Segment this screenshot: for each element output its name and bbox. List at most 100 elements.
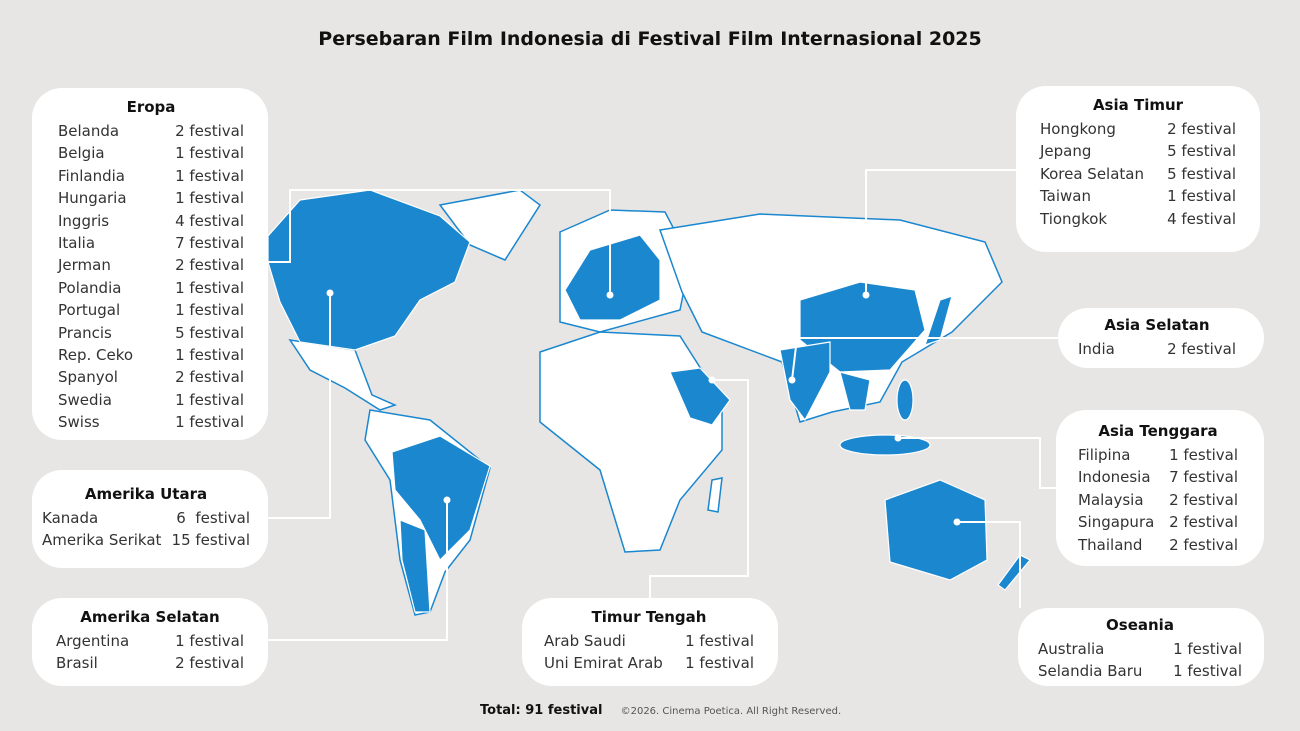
country-row: Italia 7 festival [58,232,244,254]
country-name: Thailand [1078,535,1143,554]
region-card-amerika-selatan: Amerika Selatan Argentina 1 festival Brasil… [32,598,268,686]
festival-count: 1 festival [175,278,244,297]
country-name: Tiongkok [1040,209,1108,228]
usa-canada [267,189,471,351]
copyright: ©2026. Cinema Poetica. All Right Reserve… [620,706,842,717]
country-name: Polandia [58,278,122,297]
page-title: Persebaran Film Indonesia di Festival Fi… [318,28,982,50]
country-row: Belgia 1 festival [58,142,244,164]
country-row: Singapura 2 festival [1078,511,1238,533]
country-name: Australia [1038,640,1105,658]
region-title: Amerika Selatan [80,608,220,626]
country-row: Malaysia 2 festival [1078,489,1238,511]
festival-count: 5 festival [1167,164,1236,183]
country-row: Inggris 4 festival [58,210,244,232]
region-card-oseania: Oseania Australia 1 festival Selandia Baru 1… [1018,608,1264,686]
region-card-asia-tenggara: Asia Tenggara Filipina 1 festival Indonesia… [1056,410,1264,566]
region-title: Asia Tenggara [1098,422,1218,440]
festival-count: 2 festival [175,654,244,673]
region-title: Asia Selatan [1104,316,1210,334]
country-row: Korea Selatan 5 festival [1040,163,1236,185]
africa [539,331,723,553]
country-name: Prancis [58,323,112,342]
country-row: Selandia Baru 1 festival [1038,660,1242,682]
festival-count: 1 festival [175,144,244,163]
country-row: Amerika Serikat 15 festival [42,529,250,551]
country-row: Arab Saudi 1 festival [544,630,754,652]
country-row: Rep. Ceko 1 festival [58,344,244,366]
country-name: Indonesia [1078,468,1151,487]
festival-count: 1 festival [175,301,244,320]
festival-count: 2 festival [1169,490,1238,509]
country-name: Hongkong [1040,120,1116,138]
country-name: Korea Selatan [1040,164,1144,183]
country-name: Brasil [56,654,98,673]
country-name: Swiss [58,413,100,432]
country-name: Belgia [58,144,105,163]
country-name: Selandia Baru [1038,662,1143,681]
region-title: Oseania [1106,616,1174,634]
country-name: Uni Emirat Arab [544,654,663,673]
country-row: Finlandia 1 festival [58,165,244,187]
country-row: Hongkong 2 festival [1040,118,1236,140]
festival-count: 4 festival [175,211,244,230]
festival-count: 1 festival [175,390,244,409]
country-name: Swedia [58,390,112,409]
region-title: Eropa [126,98,176,116]
country-name: Finlandia [58,166,125,185]
festival-count: 1 festival [1173,640,1242,658]
country-row: Kanada 6 festival [42,507,250,529]
festival-count: 2 festival [1169,535,1238,554]
country-row: Taiwan 1 festival [1040,185,1236,207]
festival-count: 1 festival [175,346,244,365]
festival-count: 2 festival [175,368,244,387]
country-row: Argentina 1 festival [56,630,244,652]
country-row: Swedia 1 festival [58,389,244,411]
country-name: Portugal [58,301,121,320]
country-row: Thailand 2 festival [1078,534,1238,556]
festival-count: 7 festival [175,234,244,253]
region-title: Asia Timur [1092,96,1184,114]
festival-count: 5 festival [1167,142,1236,161]
festival-count: 1 festival [1167,187,1236,206]
region-card-asia-timur: Asia Timur Hongkong 2 festival Jepang 5 fest… [1016,86,1260,252]
total-count: Total: 91 festival [480,703,603,718]
country-row: India 2 festival [1078,338,1236,360]
connector-lines [268,169,1058,641]
country-row: Jepang 5 festival [1040,140,1236,162]
country-name: Kanada [42,509,99,527]
region-title: Timur Tengah [591,608,707,626]
festival-count: 2 festival [1167,340,1236,358]
country-name: Hungaria [58,189,127,208]
madagascar [707,477,723,513]
country-name: Italia [58,234,96,253]
festival-count: 1 festival [1169,446,1238,464]
country-row: Tiongkok 4 festival [1040,208,1236,230]
indonesia [839,434,931,456]
country-row: Portugal 1 festival [58,299,244,321]
festival-count: 2 festival [175,122,244,140]
festival-count: 6 festival [176,509,250,527]
country-name: Belanda [58,122,120,140]
festival-count: 2 festival [1169,513,1238,532]
country-row: Belanda 2 festival [58,120,244,142]
festival-count: 15 festival [171,531,250,550]
country-row: Polandia 1 festival [58,277,244,299]
region-title: Amerika Utara [84,485,208,503]
region-card-timur-tengah: Timur Tengah Arab Saudi 1 festival Uni Emir… [522,598,778,686]
footer: Total: 91 festival ©2026. Cinema Poetica… [480,703,841,718]
festival-count: 5 festival [175,323,244,342]
country-name: Argentina [56,632,130,650]
country-row: Filipina 1 festival [1078,444,1238,466]
argentina [399,519,431,613]
australia [884,479,988,581]
mexico-central-america [288,338,398,411]
japan [924,295,953,346]
country-row: Swiss 1 festival [58,411,244,433]
new-zealand [997,554,1031,591]
country-name: Amerika Serikat [42,531,162,550]
festival-count: 1 festival [685,632,754,650]
philippines [896,379,914,421]
region-card-asia-selatan: Asia Selatan India 2 festival [1058,308,1264,368]
